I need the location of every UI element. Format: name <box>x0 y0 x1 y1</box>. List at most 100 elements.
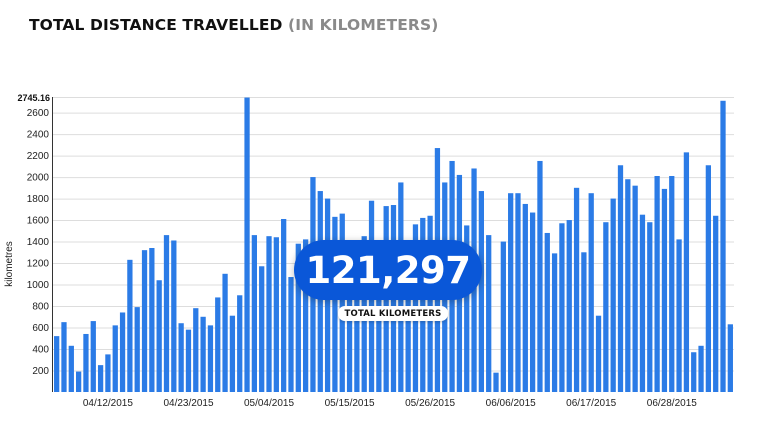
bar <box>61 322 67 392</box>
bar <box>75 371 82 392</box>
total-value-badge: 121,297 <box>294 240 482 300</box>
bar <box>259 266 265 392</box>
bar <box>134 307 140 392</box>
bar <box>581 252 587 392</box>
bar <box>90 321 96 392</box>
bar <box>244 97 250 393</box>
bar <box>339 213 345 392</box>
bar <box>639 214 646 392</box>
bar <box>68 345 74 392</box>
bar <box>54 336 60 392</box>
bar <box>251 235 257 392</box>
bar <box>515 193 521 392</box>
bar <box>376 252 382 392</box>
bar <box>537 160 543 392</box>
bar <box>617 165 624 392</box>
bar <box>478 191 484 392</box>
bar <box>464 225 470 392</box>
y-max-label: 2745.16 <box>17 93 50 103</box>
y-tick-label: 1200 <box>27 259 50 270</box>
bar <box>595 315 602 392</box>
bar <box>215 297 221 392</box>
bar <box>156 280 162 392</box>
y-tick-label: 1400 <box>27 237 50 248</box>
y-axis-ticks: 200 400 600 800 1000 1200 1400 1600 1800 2000 2200… <box>27 108 50 377</box>
y-tick-label: 400 <box>32 345 49 356</box>
bar <box>588 193 594 392</box>
bar <box>544 232 550 392</box>
bar <box>551 253 558 392</box>
bar <box>281 218 287 392</box>
bar <box>720 100 726 392</box>
x-tick-label: 05/04/2015 <box>244 398 294 409</box>
bar <box>185 329 192 392</box>
bar <box>529 212 536 392</box>
bar <box>610 198 616 392</box>
bar <box>295 243 301 392</box>
bar <box>559 223 565 392</box>
bar <box>97 365 104 392</box>
title-main: TOTAL DISTANCE TRAVELLED <box>29 16 283 34</box>
bar <box>420 217 426 392</box>
bar <box>229 315 236 392</box>
bar <box>237 295 243 392</box>
bar <box>691 352 697 392</box>
bar <box>500 241 506 392</box>
bar <box>573 187 580 392</box>
y-tick-label: 1800 <box>27 194 50 205</box>
bar <box>119 312 126 392</box>
bar <box>647 222 653 392</box>
x-tick-label: 06/28/2015 <box>647 398 697 409</box>
bar <box>727 324 733 392</box>
y-tick-label: 2400 <box>27 130 50 141</box>
x-tick-label: 04/12/2015 <box>83 398 133 409</box>
x-tick-label: 04/23/2015 <box>163 398 213 409</box>
bar-series <box>54 97 733 393</box>
bar <box>302 239 309 392</box>
bar <box>200 316 206 392</box>
bar <box>603 222 609 392</box>
bar <box>163 235 170 392</box>
y-tick-label: 800 <box>32 302 49 313</box>
bar <box>486 235 492 392</box>
bar <box>632 185 638 392</box>
bar <box>661 188 668 392</box>
bar <box>713 215 719 392</box>
x-tick-label: 05/26/2015 <box>405 398 455 409</box>
bar <box>207 325 214 392</box>
x-tick-label: 06/06/2015 <box>486 398 536 409</box>
y-tick-label: 2600 <box>27 108 50 119</box>
chart-title: TOTAL DISTANCE TRAVELLED (IN KILOMETERS) <box>29 16 438 34</box>
x-axis-ticks: 04/12/2015 04/23/2015 05/04/2015 05/15/2015… <box>83 398 697 409</box>
bar <box>105 354 111 392</box>
bar <box>112 325 118 392</box>
bar <box>427 215 433 392</box>
y-tick-label: 200 <box>32 366 49 377</box>
bar <box>288 277 294 392</box>
bar <box>625 179 631 392</box>
x-tick-label: 06/17/2015 <box>566 398 616 409</box>
y-tick-label: 2200 <box>27 151 50 162</box>
bar <box>508 193 514 392</box>
bar <box>273 237 279 392</box>
title-unit: (IN KILOMETERS) <box>288 16 439 34</box>
bar <box>493 372 499 392</box>
bar <box>332 216 338 392</box>
bar <box>83 333 89 392</box>
bar <box>522 203 528 392</box>
y-tick-label: 2000 <box>27 173 50 184</box>
x-tick-label: 05/15/2015 <box>325 398 375 409</box>
y-tick-label: 600 <box>32 323 49 334</box>
bar <box>171 240 177 392</box>
bar <box>193 308 199 392</box>
bar <box>149 248 155 392</box>
bar <box>683 152 690 392</box>
bar <box>566 220 572 392</box>
bar <box>222 273 228 392</box>
total-label-badge: TOTAL KILOMETERS <box>338 306 448 321</box>
y-tick-label: 1600 <box>27 216 50 227</box>
bar <box>141 250 148 392</box>
bar <box>266 236 272 392</box>
bar <box>178 323 184 392</box>
